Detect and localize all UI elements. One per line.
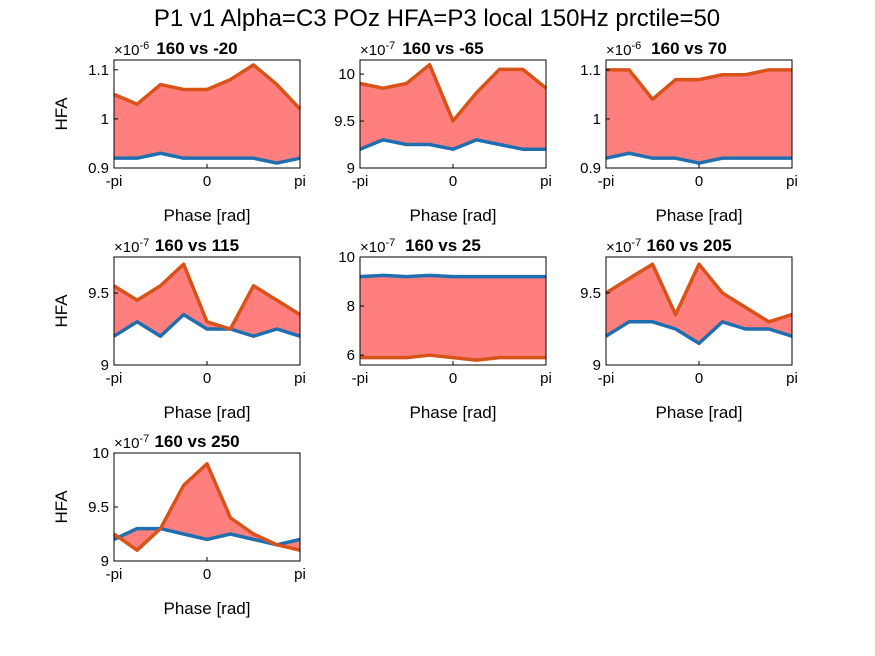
axis-exponent-label: ×10-6 xyxy=(114,40,149,59)
x-axis-label: Phase [rad] xyxy=(164,403,251,422)
x-tick-label: -pi xyxy=(106,566,123,583)
axis-exponent-label: ×10-7 xyxy=(360,40,395,59)
series-orange-line xyxy=(606,68,792,102)
series-orange-line xyxy=(605,262,793,324)
y-tick-label: 10 xyxy=(338,249,355,266)
axis-exponent-label: ×10-6 xyxy=(606,40,641,59)
y-tick-label: 9 xyxy=(593,357,601,374)
series-blue-line xyxy=(605,151,792,165)
y-tick-label: 0.9 xyxy=(580,160,601,177)
subplot-4: -pi 0 pi 9 9.5 ×10-7 160 vs 115 Phase [rad] HFA xyxy=(52,236,306,422)
x-tick-label: 0 xyxy=(695,370,703,387)
shaded-difference-region xyxy=(360,275,546,361)
x-tick-label: pi xyxy=(294,370,306,387)
figure-suptitle: P1 v1 Alpha=C3 POz HFA=P3 local 150Hz pr… xyxy=(154,5,720,32)
y-tick-label: 6 xyxy=(347,347,355,364)
shaded-difference-region xyxy=(114,264,300,337)
subplot-grid: -pi 0 pi 0.9 1 1.1 ×10-6 160 vs -20 Phase [rad] H… xyxy=(52,39,798,618)
series-blue-line xyxy=(113,312,301,338)
y-tick-label: 1 xyxy=(593,111,601,128)
y-tick-label: 9.5 xyxy=(580,285,601,302)
y-tick-label: 9.5 xyxy=(88,285,109,302)
x-tick-label: -pi xyxy=(598,370,615,387)
x-tick-label: 0 xyxy=(695,173,703,190)
x-tick-label: pi xyxy=(786,173,798,190)
series-orange-line xyxy=(113,262,301,331)
y-tick-label: 9 xyxy=(101,553,109,570)
y-axis-label: HFA xyxy=(52,97,71,131)
x-tick-label: 0 xyxy=(449,370,457,387)
x-tick-label: 0 xyxy=(449,173,457,190)
subplot-1: -pi 0 pi 0.9 1 1.1 ×10-6 160 vs -20 Phase [rad] H… xyxy=(52,39,306,225)
x-tick-label: -pi xyxy=(352,173,369,190)
subplot-title: 160 vs 70 xyxy=(651,39,727,58)
series-blue-line xyxy=(114,151,301,165)
x-axis-label: Phase [rad] xyxy=(410,206,497,225)
y-tick-label: 9 xyxy=(347,160,355,177)
x-axis-label: Phase [rad] xyxy=(656,206,743,225)
shaded-difference-region xyxy=(114,64,300,164)
y-tick-label: 9.5 xyxy=(88,499,109,516)
shaded-difference-region xyxy=(360,64,546,150)
subplot-title: 160 vs 250 xyxy=(154,432,239,451)
y-tick-label: 1.1 xyxy=(580,62,601,79)
y-tick-label: 10 xyxy=(338,66,355,83)
y-tick-label: 9.5 xyxy=(334,113,355,130)
x-tick-label: pi xyxy=(540,173,552,190)
series-blue-line xyxy=(359,138,546,151)
subplot-7: -pi 0 pi 9 9.5 10 ×10-7 160 vs 250 Phase [rad] HF… xyxy=(52,432,306,618)
y-tick-label: 9 xyxy=(101,357,109,374)
subplot-6: -pi 0 pi 9 9.5 ×10-7 160 vs 205 Phase [rad] xyxy=(580,236,798,422)
subplot-3: -pi 0 pi 0.9 1 1.1 ×10-6 160 vs 70 Phase [rad] xyxy=(580,39,798,225)
subplot-title: 160 vs 25 xyxy=(405,236,481,255)
subplot-2: -pi 0 pi 9 9.5 10 ×10-7 160 vs -65 Phase [rad] xyxy=(334,39,552,225)
x-axis-label: Phase [rad] xyxy=(410,403,497,422)
x-tick-label: -pi xyxy=(106,173,123,190)
subplot-title: 160 vs -20 xyxy=(156,39,237,58)
shaded-difference-region xyxy=(114,463,300,551)
axis-exponent-label: ×10-7 xyxy=(114,237,149,256)
x-tick-label: 0 xyxy=(203,370,211,387)
y-axis-label: HFA xyxy=(52,294,71,328)
x-axis-label: Phase [rad] xyxy=(164,206,251,225)
x-tick-label: pi xyxy=(786,370,798,387)
x-tick-label: pi xyxy=(294,566,306,583)
x-tick-label: pi xyxy=(294,173,306,190)
axis-exponent-label: ×10-7 xyxy=(360,237,395,256)
shaded-difference-region xyxy=(606,264,792,344)
x-tick-label: -pi xyxy=(598,173,615,190)
y-tick-label: 1 xyxy=(101,111,109,128)
y-axis-label: HFA xyxy=(52,490,71,524)
series-blue-line xyxy=(359,273,546,279)
series-orange-line xyxy=(360,353,546,362)
series-blue-line xyxy=(605,320,793,346)
x-tick-label: 0 xyxy=(203,566,211,583)
subplot-5: -pi 0 pi 6 8 10 ×10-7 160 vs 25 Phase [rad] xyxy=(338,236,552,422)
x-tick-label: 0 xyxy=(203,173,211,190)
axis-exponent-label: ×10-7 xyxy=(606,237,641,256)
y-tick-label: 1.1 xyxy=(88,62,109,79)
y-tick-label: 0.9 xyxy=(88,160,109,177)
x-tick-label: pi xyxy=(540,370,552,387)
x-tick-label: -pi xyxy=(106,370,123,387)
series-orange-line xyxy=(112,462,301,552)
series-orange-line xyxy=(113,63,302,111)
subplot-title: 160 vs 205 xyxy=(646,236,731,255)
subplot-title: 160 vs 115 xyxy=(155,236,239,255)
shaded-difference-region xyxy=(606,69,792,164)
series-orange-line xyxy=(359,62,548,123)
axis-exponent-label: ×10-7 xyxy=(114,433,149,452)
x-axis-label: Phase [rad] xyxy=(164,599,251,618)
x-axis-label: Phase [rad] xyxy=(656,403,743,422)
subplot-title: 160 vs -65 xyxy=(402,39,483,58)
x-tick-label: -pi xyxy=(352,370,369,387)
y-tick-label: 10 xyxy=(92,445,109,462)
y-tick-label: 8 xyxy=(347,298,355,315)
